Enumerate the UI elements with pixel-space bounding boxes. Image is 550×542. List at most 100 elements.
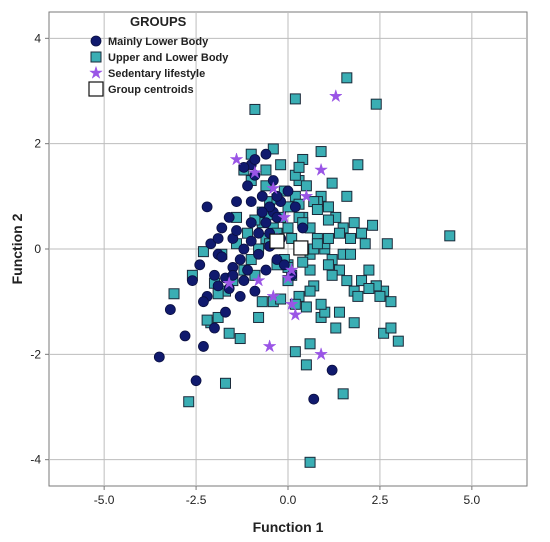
lower-body-point: [253, 227, 264, 239]
lower-body-point: [234, 254, 246, 265]
upper-lower-body-point: [341, 275, 353, 287]
axis-ticks: -5.0 -2.5 0.0 2.5 5.0 -4 -2 0 2 4: [30, 31, 480, 507]
grid-lines: [49, 12, 527, 486]
lower-body-point: [216, 251, 228, 263]
legend-marker-lower-body-point: [90, 35, 102, 47]
upper-lower-body-point: [363, 283, 375, 294]
y-tick-label: -2: [30, 347, 41, 361]
sedentary-point: [262, 339, 277, 353]
upper-lower-body-point: [201, 314, 213, 326]
lower-body-point: [216, 222, 228, 234]
sedentary-point: [314, 162, 329, 176]
lower-body-point: [223, 211, 235, 223]
upper-lower-body-point: [315, 146, 327, 158]
lower-body-point: [231, 196, 242, 208]
lower-body-point: [256, 190, 268, 202]
upper-lower-body-point: [322, 201, 334, 213]
lower-body-point: [220, 306, 231, 318]
sedentary-point: [284, 262, 299, 277]
lower-body-point: [201, 201, 213, 213]
x-axis-title: Function 1: [253, 519, 324, 535]
lower-body-point: [249, 154, 261, 165]
lower-body-point: [271, 254, 283, 265]
lower-body-point: [260, 217, 272, 229]
upper-lower-body-point: [197, 246, 209, 258]
lower-body-point: [238, 161, 250, 173]
lower-body-point: [278, 259, 290, 271]
upper-lower-body-point: [289, 93, 301, 105]
upper-lower-body-point: [359, 238, 371, 250]
lower-body-point: [245, 217, 257, 229]
x-tick-label: -2.5: [186, 493, 207, 507]
lower-body-point: [179, 330, 191, 342]
upper-lower-body-point: [249, 103, 261, 115]
upper-lower-body-point: [260, 180, 272, 192]
upper-lower-body-point: [304, 456, 316, 468]
sedentary-point: [229, 152, 244, 166]
legend-marker-upper-lower-body-point: [90, 51, 102, 63]
lower-body-point: [164, 304, 176, 315]
lower-body-point: [297, 222, 309, 234]
y-tick-label: -4: [30, 453, 41, 467]
lower-body-point: [205, 238, 217, 250]
upper-lower-body-point: [275, 159, 287, 171]
upper-lower-body-point: [282, 222, 294, 234]
lower-body-point: [308, 393, 320, 405]
y-tick-label: 4: [34, 31, 41, 45]
legend-label: Mainly Lower Body: [108, 36, 209, 48]
legend-label: Group centroids: [108, 84, 194, 96]
upper-lower-body-point: [286, 232, 298, 244]
upper-lower-body-point: [300, 301, 312, 313]
lower-body-point: [282, 185, 294, 197]
upper-lower-body-point: [315, 298, 327, 310]
legend: GROUPS Mainly Lower Body Upper and Lower …: [88, 14, 229, 97]
upper-lower-body-point: [322, 232, 334, 244]
legend-label: Upper and Lower Body: [108, 52, 229, 64]
upper-lower-body-point: [234, 333, 246, 345]
lower-body-point: [326, 364, 338, 376]
upper-lower-body-point: [381, 238, 393, 250]
lower-body-point: [238, 243, 250, 255]
x-tick-label: 5.0: [464, 493, 481, 507]
lower-body-point: [271, 211, 283, 223]
upper-lower-body-point: [322, 214, 334, 226]
upper-lower-body-point: [168, 288, 180, 300]
sedentary-point: [281, 270, 295, 284]
x-tick-label: 2.5: [372, 493, 389, 507]
upper-lower-body-point: [245, 254, 257, 266]
lower-body-point: [245, 235, 257, 247]
upper-lower-body-point: [300, 359, 312, 371]
lower-body-point: [194, 259, 206, 271]
legend-marker-sedentary-point: [89, 65, 103, 79]
upper-lower-body-point: [267, 143, 279, 155]
legend-label: Sedentary lifestyle: [108, 68, 205, 80]
y-tick-label: 2: [34, 137, 41, 151]
lower-body-point: [186, 275, 198, 287]
sedentary-point: [288, 307, 303, 321]
upper-lower-body-point: [341, 190, 353, 202]
y-tick-label: 0: [34, 242, 41, 256]
lower-body-point: [238, 275, 250, 287]
sedentary-point: [222, 275, 237, 290]
lower-body-point: [256, 206, 268, 218]
lower-body-point: [271, 190, 283, 202]
lower-body-point: [234, 290, 246, 302]
upper-lower-body-point: [326, 269, 338, 281]
lower-body-point: [198, 296, 209, 308]
upper-lower-body-point: [370, 98, 382, 110]
lower-body-point: [190, 375, 202, 387]
upper-lower-body-point: [253, 311, 265, 323]
upper-lower-body-point: [348, 317, 360, 329]
x-tick-label: -5.0: [94, 493, 115, 507]
upper-lower-body-point: [304, 285, 316, 297]
upper-lower-body-point: [341, 72, 353, 84]
lower-body-point: [289, 201, 301, 213]
upper-lower-body-point: [356, 227, 368, 239]
upper-lower-body-point: [223, 327, 235, 339]
lower-body-point: [153, 351, 165, 363]
lower-body-point: [245, 196, 257, 208]
upper-lower-body-point: [385, 322, 397, 334]
upper-lower-body-point: [333, 306, 345, 318]
upper-lower-body-point: [311, 238, 323, 250]
